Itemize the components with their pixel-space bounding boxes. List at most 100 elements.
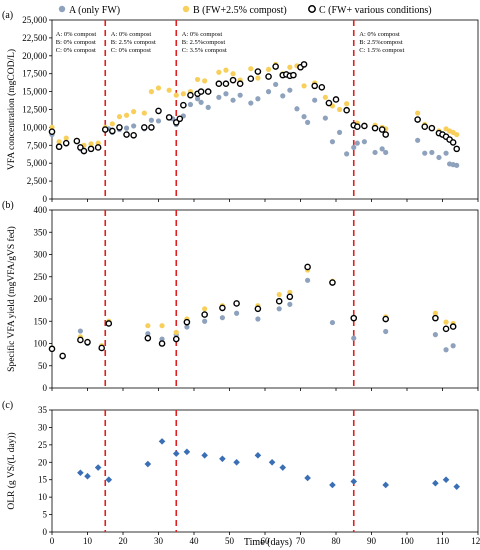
annotation-line: C: 0% compost — [111, 47, 151, 54]
data-point — [223, 91, 229, 97]
data-point — [116, 124, 123, 131]
data-point — [304, 263, 311, 271]
y-axis-label: Specific VFA yield (mgVFA/gVS fed) — [6, 226, 17, 372]
data-point — [202, 78, 208, 84]
y-tick-label: 100 — [34, 339, 48, 349]
y-tick-label: 0 — [43, 383, 48, 393]
data-point — [414, 116, 421, 123]
legend-label: B (FW+2.5% compost) — [193, 5, 287, 16]
data-point — [454, 162, 460, 168]
data-point — [443, 150, 449, 156]
data-point — [311, 82, 319, 90]
y-tick-label: 22,500 — [22, 33, 47, 43]
x-tick-label: 90 — [367, 536, 377, 546]
x-tick-label: 10 — [83, 536, 93, 546]
legend: A (only FW) B (FW+2.5% compost) C (FW+ var… — [58, 5, 432, 16]
data-point — [287, 87, 293, 93]
legend-label: C (FW+ various conditions) — [319, 5, 432, 16]
data-point — [219, 315, 225, 321]
legend-item: A (only FW) — [58, 5, 120, 16]
data-point — [216, 94, 222, 100]
x-tick-label: 70 — [296, 536, 306, 546]
data-point — [202, 306, 208, 312]
data-point — [371, 124, 379, 132]
data-point — [344, 151, 350, 157]
y-tick-label: 30 — [38, 422, 48, 432]
panel-label: (b) — [2, 200, 14, 211]
data-point — [332, 96, 340, 103]
y-tick-label: 20,000 — [22, 51, 47, 61]
series — [49, 267, 456, 359]
data-point — [248, 100, 254, 106]
data-point — [202, 318, 208, 324]
y-tick-label: 200 — [34, 294, 48, 304]
x-tick-label: 60 — [261, 536, 271, 546]
data-point — [432, 479, 439, 487]
data-point — [255, 316, 261, 322]
data-point — [105, 476, 113, 484]
x-tick-label: 110 — [436, 536, 450, 546]
chart-panels: 0 2,500 5,000 7,500 10,000 12,500 15,000 17,500… — [2, 10, 480, 546]
data-point — [198, 99, 204, 105]
y-tick-label: 35 — [38, 405, 48, 415]
y-tick-label: 2,500 — [27, 176, 48, 186]
data-point — [325, 99, 333, 107]
data-point — [158, 340, 166, 347]
data-point — [329, 279, 336, 286]
x-tick-label: 50 — [225, 536, 235, 546]
data-point — [184, 324, 190, 330]
data-point — [450, 343, 456, 349]
y-tick-label: 5,000 — [27, 158, 48, 168]
data-point — [353, 123, 361, 130]
series — [49, 61, 460, 148]
data-point — [279, 464, 287, 471]
y-tick-label: 25,000 — [22, 15, 47, 25]
data-point — [275, 297, 283, 305]
data-point — [48, 128, 56, 135]
data-point — [442, 325, 450, 333]
data-point — [265, 89, 272, 95]
legend-item: B (FW+2.5% compost) — [182, 5, 287, 16]
data-point — [109, 127, 116, 135]
data-point — [254, 68, 262, 75]
data-point — [421, 123, 429, 130]
data-point — [148, 124, 155, 131]
data-point — [165, 114, 173, 121]
x-tick-label: 40 — [190, 536, 200, 546]
y-tick-label: 10 — [38, 492, 48, 502]
data-point — [236, 80, 244, 88]
data-point — [379, 146, 385, 152]
data-point — [287, 301, 293, 307]
data-point — [443, 347, 449, 353]
data-point — [343, 106, 350, 114]
y-tick-label: 10,000 — [22, 122, 47, 132]
data-point — [116, 114, 123, 120]
y-tick-label: 15 — [38, 475, 48, 485]
data-point — [254, 452, 262, 459]
y-tick-label: 7,500 — [27, 140, 48, 150]
data-point — [436, 154, 442, 161]
data-point — [155, 118, 162, 124]
panel: 0 50 100 150 200 250 300 350 400 Specific VFA yie… — [2, 200, 479, 393]
data-point — [131, 109, 137, 115]
y-tick-label: 400 — [34, 205, 48, 215]
panel-label: (a) — [2, 10, 13, 21]
data-point — [222, 80, 230, 88]
data-point — [63, 135, 69, 141]
data-point — [382, 315, 390, 323]
data-point — [449, 323, 457, 330]
data-point — [294, 106, 300, 112]
data-point — [443, 319, 449, 325]
data-point — [336, 129, 343, 136]
data-point — [77, 469, 84, 477]
data-point — [55, 143, 63, 151]
legend-label: A (only FW) — [69, 5, 120, 16]
data-point — [155, 85, 162, 91]
plot-frame — [51, 409, 479, 533]
data-point — [145, 323, 151, 329]
data-point — [130, 131, 137, 139]
